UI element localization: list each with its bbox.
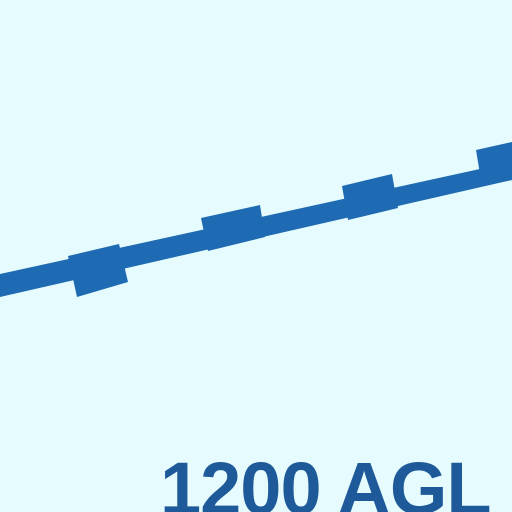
altitude-label: 1200 AGL bbox=[160, 447, 492, 512]
boundary-thick-segment bbox=[68, 244, 128, 297]
boundary-thick-segment bbox=[342, 174, 398, 220]
boundary-thick-segment bbox=[476, 142, 512, 186]
airspace-boundary-line bbox=[0, 142, 512, 297]
boundary-thick-segment bbox=[201, 205, 265, 251]
